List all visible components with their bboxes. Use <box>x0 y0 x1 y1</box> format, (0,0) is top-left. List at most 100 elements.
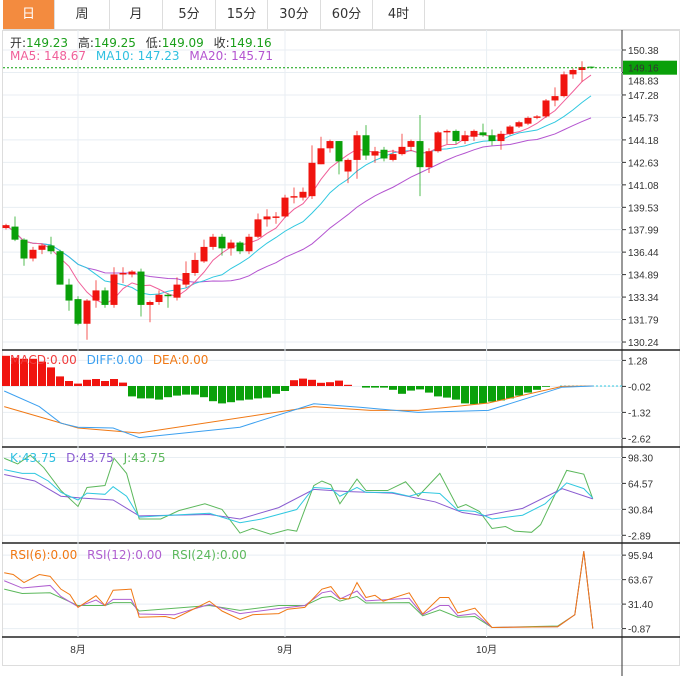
candle <box>227 239 235 256</box>
macd-bar <box>533 386 541 390</box>
candle-body <box>173 284 181 298</box>
macd-bar <box>452 386 460 400</box>
candle-body <box>569 70 577 75</box>
candle-body <box>299 191 307 198</box>
macd-bar <box>101 381 109 386</box>
candle <box>371 146 379 163</box>
price-tick-label: 147.28 <box>628 91 659 102</box>
candle-body <box>362 135 370 156</box>
kdj-tick-label: 30.84 <box>628 505 653 516</box>
macd-bar <box>416 386 424 390</box>
macd-bar <box>38 361 46 386</box>
candle-body <box>20 239 28 259</box>
macd-bar <box>245 386 253 400</box>
price-tick-label: 144.18 <box>628 136 659 147</box>
macd-bar <box>326 382 334 386</box>
candle-body <box>497 133 505 142</box>
macd-bar <box>506 386 514 399</box>
tab-5min[interactable]: 5分 <box>163 0 216 29</box>
tab-60min[interactable]: 60分 <box>321 0 373 29</box>
ma10-value: MA10: 147.23 <box>95 49 180 63</box>
low-label: 低: <box>145 36 162 50</box>
macd-bar <box>290 380 298 386</box>
candle-body <box>353 135 361 160</box>
ohlc-legend: 开:149.23 高:149.25 低:149.09 收:149.16 <box>10 34 278 51</box>
rsi24-value: RSI(24):0.00 <box>171 548 247 562</box>
candle <box>209 233 217 250</box>
macd-bar <box>11 357 19 386</box>
d-line <box>4 474 593 520</box>
macd-bar <box>461 386 469 404</box>
tab-15min[interactable]: 15分 <box>216 0 268 29</box>
candle-body <box>470 130 478 137</box>
candle <box>191 252 199 276</box>
ma10-line <box>5 95 592 296</box>
macd-tick-label: -1.32 <box>628 408 651 419</box>
candle <box>254 213 262 239</box>
tab-month[interactable]: 月 <box>110 0 163 29</box>
candle-body <box>578 67 586 71</box>
macd-bar <box>236 386 244 401</box>
candle-body <box>128 271 136 275</box>
macd-bar <box>74 383 82 386</box>
candle-body <box>164 294 172 297</box>
macd-bar <box>497 386 505 401</box>
candle-body <box>47 245 55 252</box>
candle-body <box>281 197 289 217</box>
current-price-label: 149.16 <box>628 64 659 75</box>
macd-bar <box>56 376 64 386</box>
candle-body <box>101 290 109 305</box>
tab-day[interactable]: 日 <box>3 0 55 29</box>
tab-30min[interactable]: 30分 <box>268 0 321 29</box>
candle-body <box>533 116 541 118</box>
candle-body <box>236 242 244 252</box>
diff-value: DIFF:0.00 <box>86 353 143 367</box>
candle-body <box>434 132 442 152</box>
kdj-tick-label: 64.57 <box>628 479 653 490</box>
price-tick-label: 133.34 <box>628 293 659 304</box>
candle <box>110 267 118 308</box>
macd-bar <box>20 358 28 386</box>
macd-bar <box>524 386 532 393</box>
ma-legend: MA5: 148.67 MA10: 147.23 MA20: 145.71 <box>10 49 279 63</box>
macd-bar <box>488 386 496 402</box>
macd-bar <box>335 380 343 386</box>
period-tabs: 日 周 月 5分 15分 30分 60分 4时 <box>3 0 680 30</box>
price-tick-label: 137.99 <box>628 226 659 237</box>
candle-body <box>389 154 397 160</box>
rsi-legend: RSI(6):0.00 RSI(12):0.00 RSI(24):0.00 <box>10 548 253 562</box>
high-value: 149.25 <box>93 36 136 50</box>
macd-tick-label: -2.62 <box>628 434 651 445</box>
tab-4hour[interactable]: 4时 <box>373 0 425 29</box>
rsi-tick-label: 63.67 <box>628 576 653 587</box>
candle <box>578 61 586 82</box>
candle-body <box>326 141 334 149</box>
candle-body <box>2 225 10 229</box>
candle-body <box>443 130 451 133</box>
macd-bar <box>308 379 316 386</box>
kline-chart[interactable]: 8月 9月 10月 150.38 148.83 147.28 145.73 144.18 142… <box>0 30 680 676</box>
candle <box>281 194 289 218</box>
candle-body <box>317 148 325 165</box>
candle-body <box>371 151 379 156</box>
candle-body <box>254 219 262 237</box>
close-label: 收: <box>213 36 230 50</box>
candle <box>542 99 550 118</box>
candle <box>533 114 541 120</box>
j-line <box>4 454 594 535</box>
open-value: 149.23 <box>26 36 69 50</box>
ma5-value: MA5: 148.67 <box>10 49 87 63</box>
close-value: 149.16 <box>229 36 272 50</box>
macd-bar <box>254 386 262 399</box>
candle <box>551 87 559 107</box>
candle <box>164 293 172 308</box>
candle <box>2 223 10 230</box>
macd-bar <box>389 386 397 390</box>
high-label: 高: <box>77 36 94 50</box>
macd-bar <box>65 381 73 386</box>
dea-line <box>4 385 593 434</box>
rsi6-value: RSI(6):0.00 <box>10 548 78 562</box>
tab-week[interactable]: 周 <box>55 0 110 29</box>
macd-bar <box>137 386 145 399</box>
candle-body <box>335 141 343 162</box>
